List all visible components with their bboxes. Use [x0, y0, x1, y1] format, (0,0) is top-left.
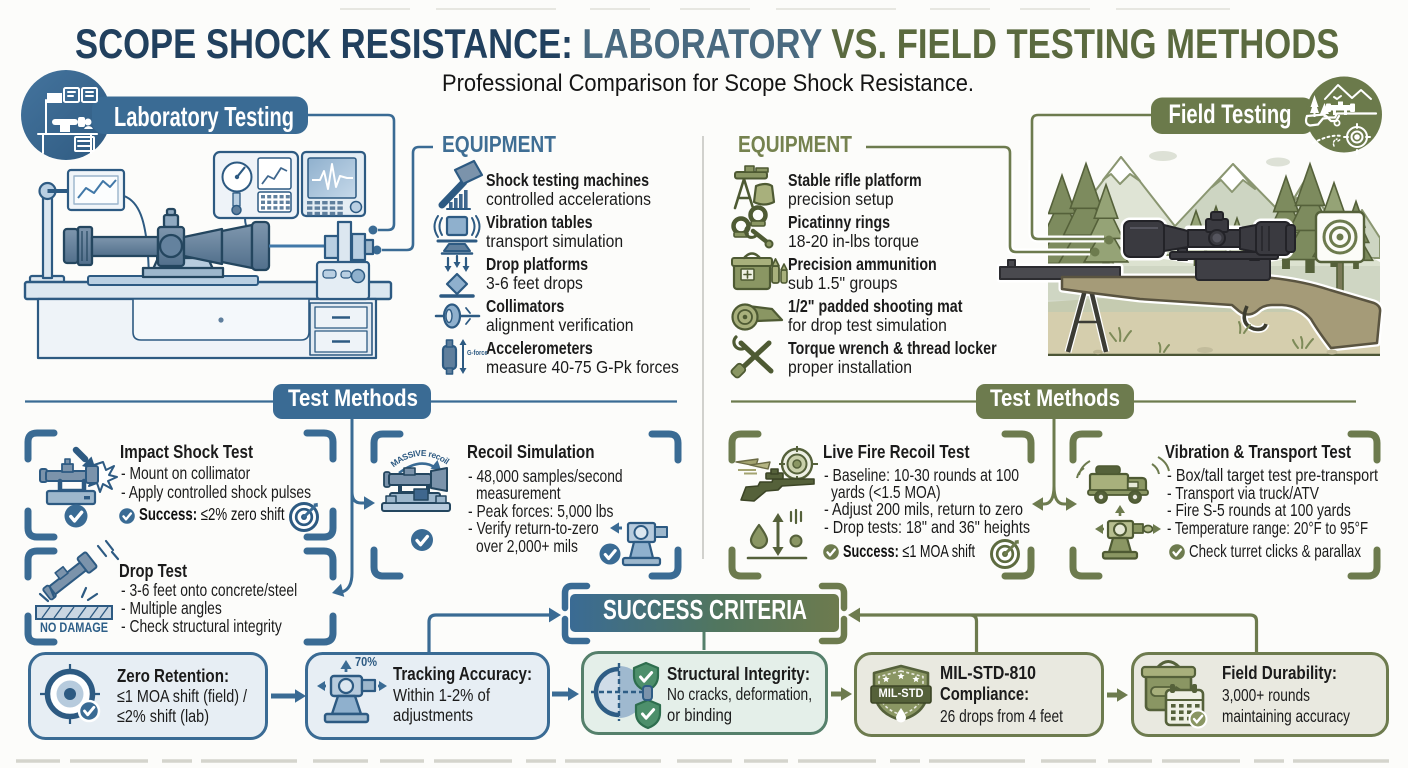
svg-text:MASSIVE recoil: MASSIVE recoil [389, 448, 451, 469]
